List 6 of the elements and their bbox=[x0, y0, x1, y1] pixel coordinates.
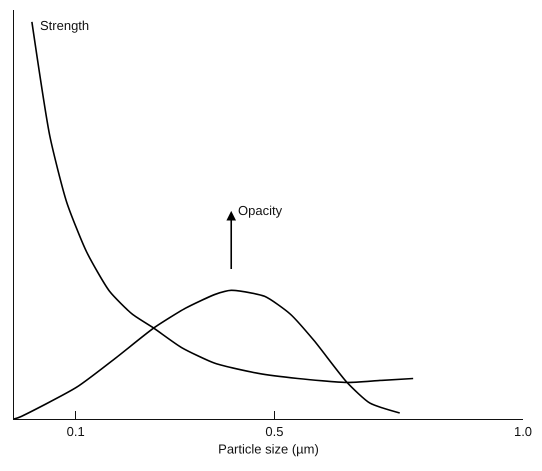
legend-label: Opacity bbox=[238, 203, 283, 218]
x-axis-title: Particle size (µm) bbox=[218, 441, 319, 456]
x-tick-label: 0.1 bbox=[66, 424, 85, 439]
series-label: Strength bbox=[40, 18, 90, 33]
x-tick-label: 0.5 bbox=[265, 424, 284, 439]
x-tick-label: 1.0 bbox=[514, 424, 532, 439]
